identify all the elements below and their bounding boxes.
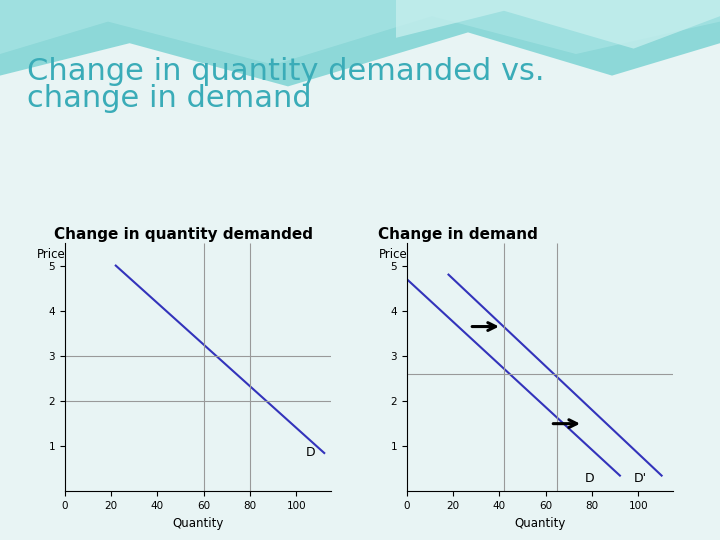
Text: Change in demand: Change in demand: [378, 227, 538, 242]
Text: D': D': [634, 472, 647, 485]
Text: Change in quantity demanded vs.: Change in quantity demanded vs.: [27, 57, 545, 86]
Text: Price: Price: [379, 247, 408, 260]
Text: change in demand: change in demand: [27, 84, 312, 113]
Text: D: D: [306, 446, 315, 459]
Polygon shape: [396, 0, 720, 49]
Polygon shape: [0, 0, 720, 65]
Text: Change in quantity demanded: Change in quantity demanded: [54, 227, 313, 242]
X-axis label: Quantity: Quantity: [514, 517, 566, 530]
Text: Price: Price: [37, 247, 66, 260]
Polygon shape: [0, 0, 720, 86]
Text: D: D: [585, 472, 595, 485]
X-axis label: Quantity: Quantity: [172, 517, 224, 530]
